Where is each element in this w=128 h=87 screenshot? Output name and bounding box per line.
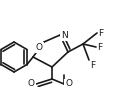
Text: F: F: [90, 61, 95, 70]
Text: O: O: [36, 43, 43, 52]
Text: O: O: [28, 80, 35, 87]
Text: F: F: [97, 43, 102, 52]
Text: N: N: [61, 31, 68, 39]
Text: F: F: [98, 29, 103, 37]
Text: O: O: [65, 80, 72, 87]
